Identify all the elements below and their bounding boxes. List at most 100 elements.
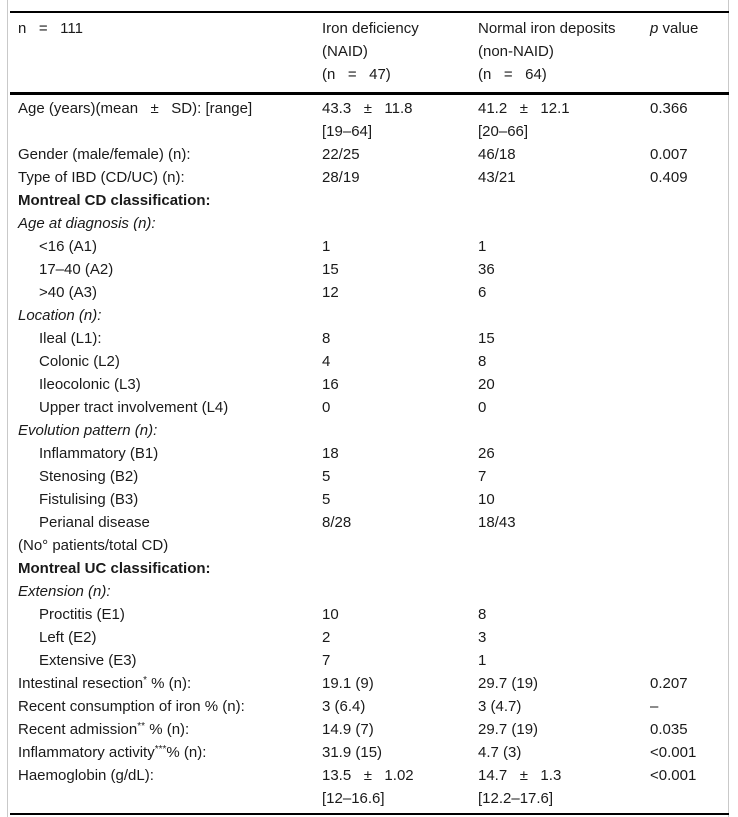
row-label-text: Extension (n): (18, 583, 111, 600)
row-label: 17–40 (A2) (10, 258, 322, 281)
naid-value: 16 (322, 376, 339, 393)
row-label-suffix: % (n): (146, 675, 192, 692)
p-value (650, 419, 729, 442)
p-value (650, 603, 729, 626)
table-row: Recent admission** % (n): 14.9 (7) 29.7 (1… (10, 718, 729, 741)
row-label: Intestinal resection* % (n): (10, 672, 322, 695)
non-naid-value: 1 (478, 238, 487, 255)
non-naid-value (478, 304, 650, 327)
naid-value: 14.9 (7) (322, 721, 374, 738)
row-label-text: Colonic (L2) (39, 353, 120, 370)
p-value (650, 235, 729, 258)
p-value (650, 304, 729, 327)
p-value: 0.007 (650, 146, 688, 163)
row-label: Proctitis (E1) (10, 603, 322, 626)
naid-value (322, 557, 478, 580)
table-row: Fistulising (B3) 5 10 (10, 488, 729, 511)
naid-value: 2 (322, 629, 331, 646)
non-naid-value: 20 (478, 376, 495, 393)
p-value (650, 465, 729, 488)
figure-right-edge-line (728, 0, 729, 817)
row-label: Evolution pattern (n): (10, 419, 322, 442)
naid-value: 13.5 ± 1.02 [12–16.6] (322, 767, 414, 807)
non-naid-value: 3 (4.7) (478, 698, 522, 715)
p-value: – (650, 698, 659, 715)
naid-value: 8/28 (322, 514, 352, 531)
footnote-asterisk-marker: ** (137, 721, 146, 732)
p-value: 0.366 (650, 100, 688, 117)
row-label-text: Inflammatory activity (18, 744, 155, 761)
table-row: Left (E2) 2 3 (10, 626, 729, 649)
row-label-text: Location (n): (18, 307, 102, 324)
p-value (650, 212, 729, 235)
naid-value: 31.9 (15) (322, 744, 383, 761)
row-label: Age (years)(mean ± SD): [range] (10, 97, 322, 143)
row-label: Montreal UC classification: (10, 557, 322, 580)
row-label-text: Haemoglobin (g/dL): (18, 767, 154, 784)
row-label-text: Upper tract involvement (L4) (39, 399, 229, 416)
table-row: Inflammatory (B1) 18 26 (10, 442, 729, 465)
naid-value: 10 (322, 606, 339, 623)
non-naid-value: 29.7 (19) (478, 721, 539, 738)
header-separator-rule (10, 92, 729, 95)
table-bottom-rule (10, 813, 729, 815)
row-label: Inflammatory activity***% (n): (10, 741, 322, 764)
naid-value (322, 419, 478, 442)
row-label-suffix: % (n): (166, 744, 207, 761)
p-value (650, 396, 729, 419)
naid-value (322, 212, 478, 235)
table-row: Montreal UC classification: (10, 557, 729, 580)
non-naid-value: 18/43 (478, 514, 516, 531)
naid-value: 22/25 (322, 146, 360, 163)
row-label: (No° patients/total CD) (10, 534, 322, 557)
row-label: Gender (male/female) (n): (10, 143, 322, 166)
naid-value: 5 (322, 468, 331, 485)
row-label: Stenosing (B2) (10, 465, 322, 488)
row-label: Ileocolonic (L3) (10, 373, 322, 396)
non-naid-value: 1 (478, 652, 487, 669)
row-label-text: (No° patients/total CD) (18, 537, 169, 554)
non-naid-value: 26 (478, 445, 495, 462)
table-row: Intestinal resection* % (n): 19.1 (9) 29.7… (10, 672, 729, 695)
row-label-text: 17–40 (A2) (39, 261, 114, 278)
row-label: Location (n): (10, 304, 322, 327)
naid-value (322, 534, 478, 557)
non-naid-value: 46/18 (478, 146, 516, 163)
p-value: <0.001 (650, 744, 697, 761)
row-label-text: Age (years)(mean ± SD): [range] (18, 100, 253, 117)
row-label: Perianal disease (10, 511, 322, 534)
non-naid-value: 15 (478, 330, 495, 347)
row-label: Left (E2) (10, 626, 322, 649)
row-label-text: Intestinal resection (18, 675, 144, 692)
non-naid-value (478, 212, 650, 235)
row-label-text: Gender (male/female) (n): (18, 146, 191, 163)
row-label-text: Stenosing (B2) (39, 468, 139, 485)
row-label-text: Recent admission (18, 721, 138, 738)
p-value: 0.035 (650, 721, 688, 738)
naid-value: 18 (322, 445, 339, 462)
naid-value: 3 (6.4) (322, 698, 366, 715)
non-naid-value (478, 580, 650, 603)
table-row: Haemoglobin (g/dL): 13.5 ± 1.02 [12–16.6]… (10, 764, 729, 810)
row-label: Upper tract involvement (L4) (10, 396, 322, 419)
row-label: Extensive (E3) (10, 649, 322, 672)
table-row: <16 (A1) 1 1 (10, 235, 729, 258)
non-naid-value: 8 (478, 606, 487, 623)
p-value (650, 534, 729, 557)
naid-value: 12 (322, 284, 339, 301)
non-naid-value: 36 (478, 261, 495, 278)
p-value: <0.001 (650, 767, 697, 784)
non-naid-value (478, 557, 650, 580)
naid-value (322, 580, 478, 603)
p-value (650, 442, 729, 465)
row-label-text: Type of IBD (CD/UC) (n): (18, 169, 185, 186)
non-naid-value: 29.7 (19) (478, 675, 539, 692)
table-row: Location (n): (10, 304, 729, 327)
row-label: Recent consumption of iron % (n): (10, 695, 322, 718)
table-row: Colonic (L2) 4 8 (10, 350, 729, 373)
naid-value: 43.3 ± 11.8 [19–64] (322, 100, 413, 140)
naid-value: 15 (322, 261, 339, 278)
row-label-text: Age at diagnosis (n): (18, 215, 156, 232)
table-row: Stenosing (B2) 5 7 (10, 465, 729, 488)
